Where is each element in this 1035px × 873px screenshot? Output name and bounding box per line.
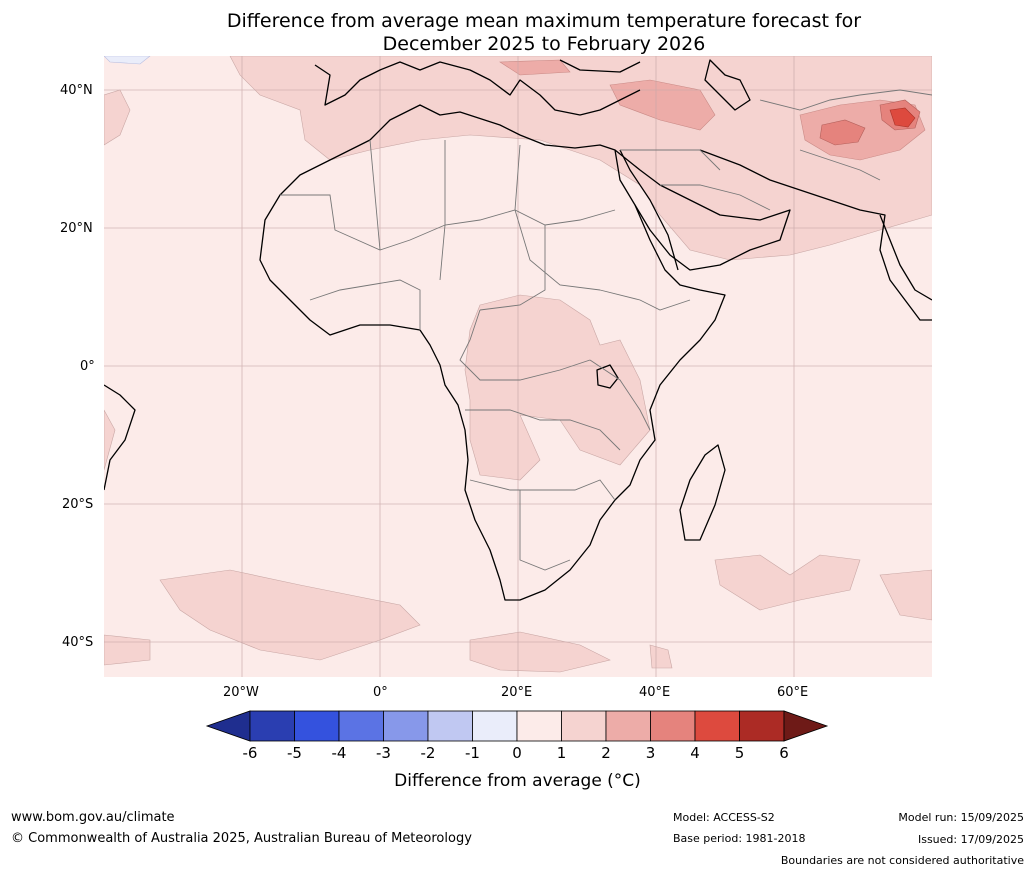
map-title: Difference from average mean maximum tem… (0, 10, 1035, 56)
colorbar-tick-label: 5 (734, 744, 745, 762)
lon-label-20w: 20°W (223, 685, 259, 700)
colorbar-tick-label: -5 (287, 744, 302, 762)
coastlines (104, 59, 932, 601)
lon-label-20e: 20°E (501, 685, 533, 700)
anomaly-4-5-areas (889, 107, 916, 128)
colorbar-segment (561, 710, 607, 742)
colorbar-tick-label: -2 (420, 744, 436, 762)
colorbar-tick-label: 2 (601, 744, 611, 762)
lat-label-20n: 20°N (60, 221, 93, 236)
colorbar-segment (739, 710, 785, 742)
title-line-2: December 2025 to February 2026 (382, 33, 706, 55)
colorbar-tick-label: 0 (512, 744, 522, 762)
boundaries-disclaimer: Boundaries are not considered authoritat… (780, 854, 1024, 867)
colorbar-segment (294, 710, 340, 742)
colorbar-tick-label: -6 (242, 744, 258, 762)
colorbar-segment (694, 710, 740, 742)
colorbar-segment (427, 710, 473, 742)
colorbar-segment (338, 710, 384, 742)
colorbar-segment (650, 710, 696, 742)
colorbar-tick-label: 3 (645, 744, 656, 762)
base-period-info: Base period: 1981-2018 (673, 832, 806, 845)
title-line-1: Difference from average mean maximum tem… (226, 10, 862, 32)
colorbar-tick-label: -4 (331, 744, 347, 762)
country-borders (280, 89, 932, 571)
colorbar-segment (249, 710, 295, 742)
issued-info: Issued: 17/09/2025 (917, 833, 1024, 846)
colorbar-tick-label: 4 (690, 744, 700, 762)
lat-label-40s: 40°S (62, 635, 94, 650)
colorbar-extend-low (205, 710, 251, 742)
graticule (104, 56, 932, 677)
model-info: Model: ACCESS-S2 (673, 811, 775, 824)
colorbar-segment (383, 710, 429, 742)
lon-label-60e: 60°E (777, 685, 809, 700)
colorbar-extend-high (783, 710, 829, 742)
anomaly-negative-area (104, 56, 151, 65)
lon-label-0: 0° (373, 685, 388, 700)
colorbar-segment (472, 710, 518, 742)
colorbar-tick-label: 1 (556, 744, 567, 762)
colorbar-tick-label: -3 (376, 744, 391, 762)
lon-label-40e: 40°E (639, 685, 671, 700)
colorbar-segment (605, 710, 651, 742)
colorbar-segment (516, 710, 562, 742)
anomaly-1-2-areas (104, 56, 932, 673)
copyright-text: © Commonwealth of Australia 2025, Austra… (11, 831, 472, 846)
colorbar-label: Difference from average (°C) (394, 771, 641, 791)
lat-label-40n: 40°N (60, 83, 93, 98)
colorbar-tick-label: 6 (779, 744, 789, 762)
lat-label-20s: 20°S (62, 497, 94, 512)
website-link[interactable]: www.bom.gov.au/climate (11, 810, 175, 825)
lat-label-0: 0° (80, 359, 95, 374)
colorbar-tick-label: -1 (465, 744, 480, 762)
model-run-info: Model run: 15/09/2025 (898, 811, 1024, 824)
forecast-map (104, 56, 932, 677)
